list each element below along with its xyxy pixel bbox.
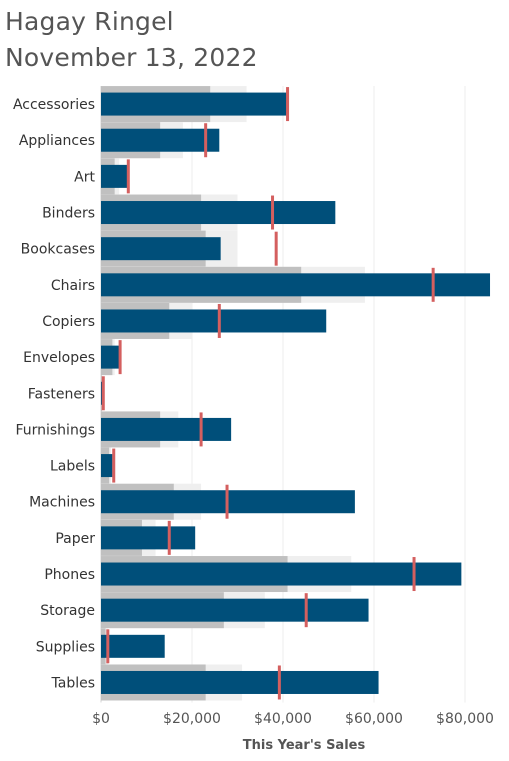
category-label: Bookcases [21,242,95,258]
category-label: Art [74,169,95,185]
bar [101,92,288,116]
category-label: Storage [40,603,95,619]
bar [101,237,221,261]
bar [101,634,165,658]
x-axis: $0 $20,000 $40,000 $60,000 $80,000 [92,711,494,727]
category-label: Machines [29,495,95,511]
x-tick-label: $80,000 [436,711,494,727]
category-label: Phones [44,567,95,583]
category-labels: Accessories Appliances Art Binders Bookcases… [13,97,96,691]
bar [101,454,113,478]
x-tick-label: $60,000 [345,711,403,727]
bar [101,381,103,405]
x-tick-label: $40,000 [254,711,312,727]
bar [101,670,379,694]
chart-title: Hagay Ringel [5,7,174,36]
bar [101,309,327,333]
x-axis-title: This Year's Sales [243,738,366,753]
x-tick-label: $0 [92,711,110,727]
category-label: Paper [55,531,95,547]
bar [101,164,128,188]
bar [101,417,232,441]
category-label: Tables [51,675,96,691]
category-label: Labels [50,459,95,475]
bar [101,128,220,152]
bar [101,201,336,225]
category-label: Furnishings [15,422,95,438]
category-label: Envelopes [23,350,95,366]
reference-lines [101,87,435,700]
chart-subtitle: November 13, 2022 [5,43,258,72]
bar [101,598,369,622]
category-label: Copiers [42,314,95,330]
bar [101,345,121,369]
category-label: Accessories [13,97,95,113]
category-label: Fasteners [28,386,95,402]
category-label: Supplies [36,639,95,655]
bar [101,526,196,550]
bar [101,562,462,586]
category-label: Appliances [19,133,95,149]
bar [101,273,491,297]
x-tick-label: $20,000 [163,711,221,727]
bars [101,92,491,694]
category-label: Chairs [51,278,95,294]
category-label: Binders [42,206,95,222]
